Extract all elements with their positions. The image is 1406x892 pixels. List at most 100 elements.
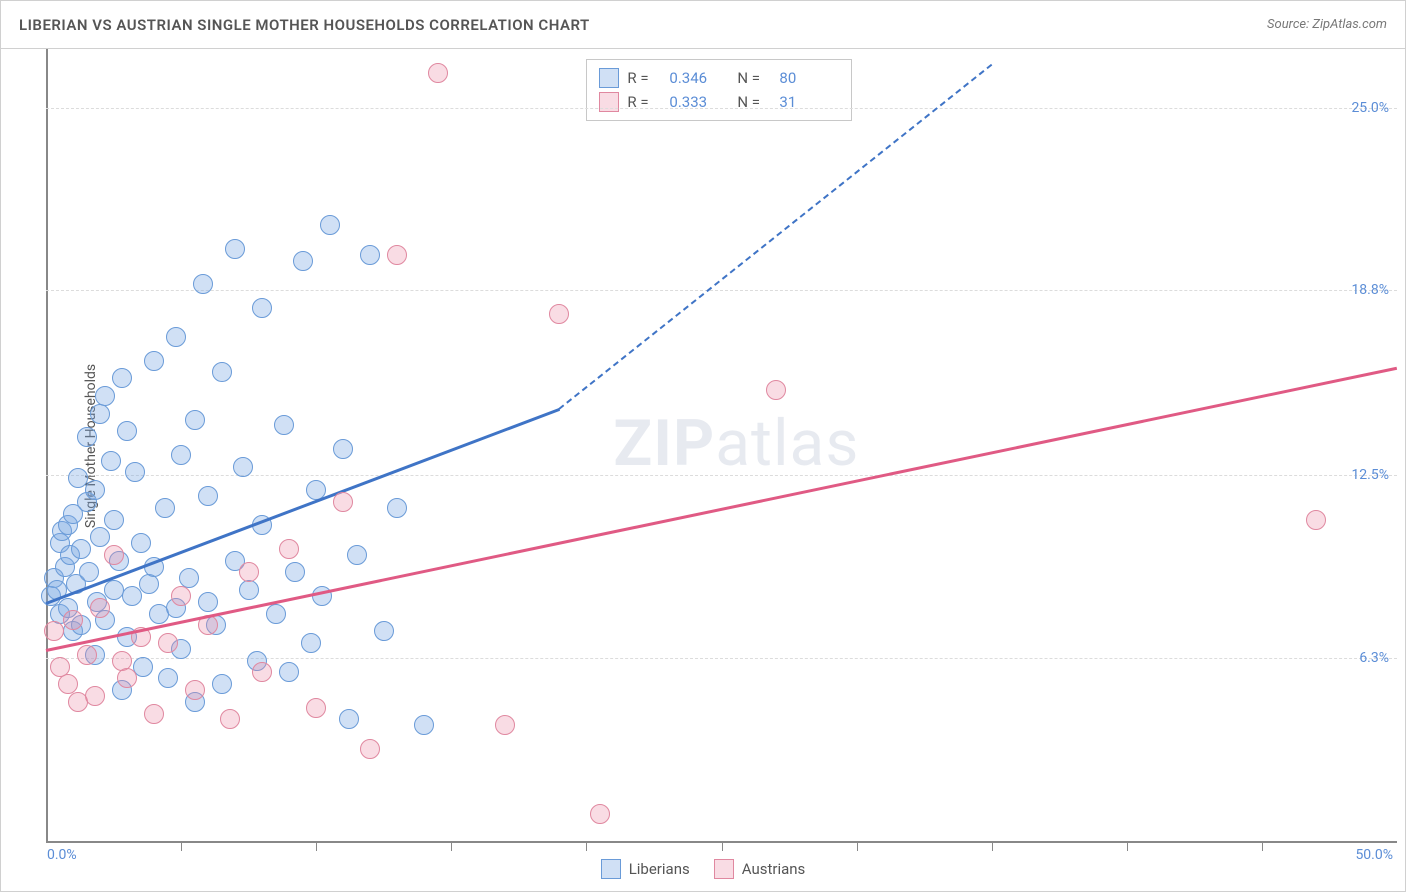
data-point [414, 715, 434, 735]
x-tick [722, 843, 723, 851]
data-point [144, 351, 164, 371]
data-point [77, 427, 97, 447]
x-tick [181, 843, 182, 851]
x-tick [316, 843, 317, 851]
data-point [333, 492, 353, 512]
legend-row: R =0.346N =80 [599, 66, 839, 90]
data-point [104, 510, 124, 530]
gridline [46, 290, 1397, 291]
data-point [198, 486, 218, 506]
scatter-plot: ZIPatlas R =0.346N =80R =0.333N =31 6.3%… [46, 49, 1397, 843]
gridline [46, 108, 1397, 109]
data-point [333, 439, 353, 459]
data-point [44, 621, 64, 641]
data-point [495, 715, 515, 735]
data-point [95, 386, 115, 406]
data-point [104, 545, 124, 565]
data-point [85, 686, 105, 706]
data-point [71, 539, 91, 559]
chart-title: LIBERIAN VS AUSTRIAN SINGLE MOTHER HOUSE… [19, 16, 590, 34]
x-tick [1262, 843, 1263, 851]
data-point [90, 404, 110, 424]
data-point [274, 415, 294, 435]
y-axis [46, 49, 48, 843]
legend-item: Austrians [714, 859, 806, 879]
legend-item: Liberians [601, 859, 690, 879]
legend-row: R =0.333N =31 [599, 90, 839, 114]
data-point [387, 245, 407, 265]
x-axis-max-label: 50.0% [1355, 847, 1393, 863]
data-point [158, 668, 178, 688]
data-point [306, 698, 326, 718]
legend-r-label: R = [627, 69, 661, 87]
data-point [766, 380, 786, 400]
data-point [590, 804, 610, 824]
data-point [144, 704, 164, 724]
x-tick [451, 843, 452, 851]
data-point [428, 63, 448, 83]
legend-swatch-icon [599, 92, 619, 112]
data-point [104, 580, 124, 600]
data-point [212, 674, 232, 694]
data-point [125, 462, 145, 482]
data-point [239, 562, 259, 582]
watermark: ZIPatlas [613, 406, 859, 481]
data-point [139, 574, 159, 594]
data-point [117, 668, 137, 688]
x-tick [586, 843, 587, 851]
data-point [185, 410, 205, 430]
data-point [320, 215, 340, 235]
data-point [360, 245, 380, 265]
data-point [220, 709, 240, 729]
series-legend: Liberians Austrians [1, 859, 1405, 879]
data-point [212, 362, 232, 382]
x-tick [992, 843, 993, 851]
data-point [279, 539, 299, 559]
data-point [1306, 510, 1326, 530]
data-point [85, 480, 105, 500]
data-point [90, 527, 110, 547]
legend-swatch-icon [601, 859, 621, 879]
data-point [285, 562, 305, 582]
data-point [79, 562, 99, 582]
data-point [239, 580, 259, 600]
data-point [293, 251, 313, 271]
data-point [347, 545, 367, 565]
data-point [279, 662, 299, 682]
data-point [131, 533, 151, 553]
data-point [549, 304, 569, 324]
y-tick-label: 6.3% [1359, 650, 1389, 666]
data-point [158, 633, 178, 653]
legend-label: Liberians [629, 860, 690, 878]
data-point [112, 368, 132, 388]
data-point [233, 457, 253, 477]
data-point [155, 498, 175, 518]
legend-swatch-icon [714, 859, 734, 879]
data-point [225, 239, 245, 259]
data-point [252, 662, 272, 682]
data-point [360, 739, 380, 759]
gridline [46, 475, 1397, 476]
data-point [301, 633, 321, 653]
data-point [266, 604, 286, 624]
y-tick-label: 18.8% [1351, 282, 1389, 298]
data-point [387, 498, 407, 518]
data-point [171, 586, 191, 606]
data-point [166, 327, 186, 347]
legend-label: Austrians [742, 860, 806, 878]
legend-n-label: N = [737, 69, 771, 87]
x-tick [857, 843, 858, 851]
x-axis-min-label: 0.0% [47, 847, 77, 863]
data-point [185, 680, 205, 700]
data-point [77, 645, 97, 665]
legend-n-value: 80 [779, 69, 839, 87]
data-point [198, 592, 218, 612]
data-point [374, 621, 394, 641]
data-point [339, 709, 359, 729]
y-tick-label: 12.5% [1351, 467, 1389, 483]
legend-swatch-icon [599, 68, 619, 88]
data-point [193, 274, 213, 294]
x-tick [1127, 843, 1128, 851]
y-tick-label: 25.0% [1351, 100, 1389, 116]
data-point [252, 298, 272, 318]
